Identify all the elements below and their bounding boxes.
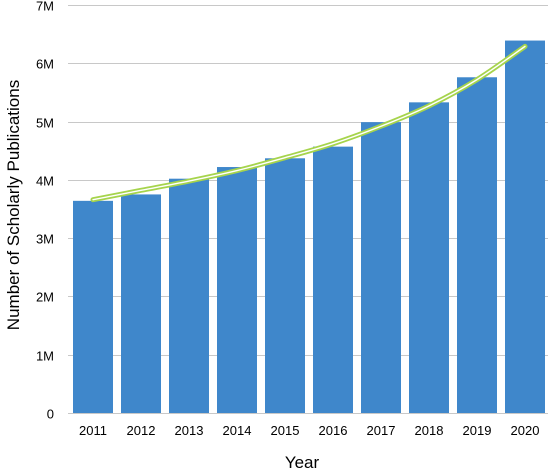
y-tick-label: 3M: [36, 232, 54, 247]
y-tick-label: 2M: [36, 290, 54, 305]
x-tick-label: 2017: [367, 423, 396, 438]
x-tick-label: 2011: [79, 423, 107, 438]
x-tick-label: 2013: [175, 423, 204, 438]
y-tick-label: 1M: [36, 349, 54, 364]
bar-2016: [313, 146, 353, 414]
bar-2015: [265, 158, 305, 413]
trendline-center: [92, 45, 526, 201]
x-tick-label: 2016: [319, 423, 348, 438]
bar-2012: [121, 194, 161, 413]
x-tick-label: 2019: [463, 423, 492, 438]
y-tick-label: 0: [47, 407, 54, 422]
bar-2017: [361, 122, 401, 413]
y-tick-label: 6M: [36, 57, 54, 72]
y-axis-ticks: 0 1M 2M 3M 4M 5M 6M 7M: [36, 0, 54, 422]
trendline: [90, 43, 528, 203]
y-tick-label: 4M: [36, 174, 54, 189]
bars: [73, 40, 545, 414]
bar-2019: [457, 77, 497, 413]
x-tick-label: 2012: [127, 423, 156, 438]
x-axis-ticks: 2011 2012 2013 2014 2015 2016 2017 2018 2019 2020: [79, 423, 539, 438]
x-tick-label: 2018: [415, 423, 444, 438]
bar-2020: [505, 40, 545, 413]
bar-2014: [217, 167, 257, 413]
y-tick-label: 7M: [36, 0, 54, 14]
x-tick-label: 2015: [271, 423, 300, 438]
x-axis-title: Year: [285, 453, 320, 472]
bar-2011: [73, 200, 113, 413]
y-tick-label: 5M: [36, 116, 54, 131]
x-tick-label: 2020: [511, 423, 540, 438]
bar-2018: [409, 102, 449, 413]
bar-2013: [169, 178, 209, 413]
y-axis-title: Number of Scholarly Publications: [4, 80, 23, 330]
x-tick-label: 2014: [223, 423, 252, 438]
